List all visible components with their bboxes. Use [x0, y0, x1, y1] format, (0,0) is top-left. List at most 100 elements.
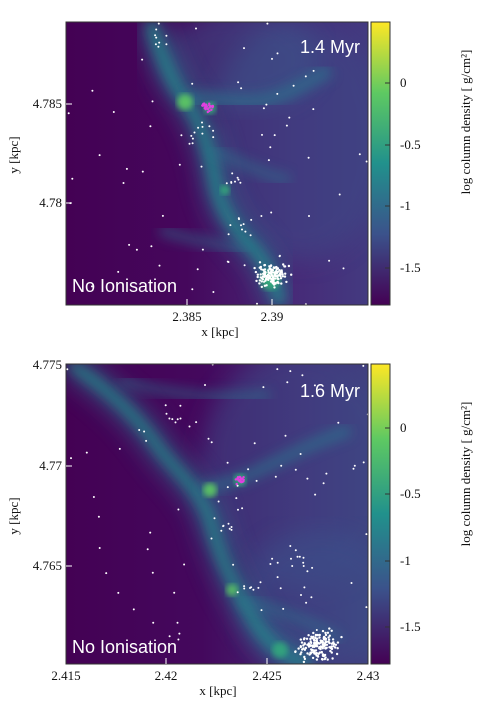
star-particle — [272, 271, 276, 274]
star-particle — [312, 69, 315, 72]
star-particle — [321, 643, 325, 646]
star-particle — [157, 22, 160, 25]
star-particle — [161, 214, 164, 217]
star-particle — [256, 273, 259, 276]
star-particle — [112, 111, 115, 113]
star-particle — [201, 125, 204, 128]
star-particle — [321, 629, 325, 633]
star-particle — [117, 270, 120, 273]
star-particle — [212, 136, 215, 139]
star-particle — [281, 275, 285, 278]
star-particle — [151, 100, 154, 103]
star-particle — [262, 275, 265, 278]
star-particle — [188, 425, 191, 428]
panel-bottom: 4.775 4.77 4.765 2.415 2.42 2.425 2.43 x… — [6, 357, 473, 698]
star-particle — [260, 609, 263, 612]
star-particle — [270, 270, 273, 273]
colorbar-label: log column density [ g/cm²] — [458, 402, 473, 547]
star-particle — [298, 555, 301, 558]
star-particle — [328, 641, 331, 645]
star-particle — [252, 588, 255, 591]
star-particle — [288, 116, 291, 119]
star-particle — [254, 270, 258, 274]
star-particle — [230, 181, 233, 183]
star-particle — [330, 645, 333, 648]
colorbar-tick-label: -1 — [400, 553, 411, 568]
star-particle — [212, 291, 215, 293]
star-particle — [276, 92, 279, 95]
star-particle — [316, 655, 320, 658]
star-particle — [287, 264, 291, 268]
star-particle — [157, 45, 160, 48]
star-particle — [128, 243, 131, 246]
star-particle — [313, 645, 316, 648]
star-particle — [336, 641, 340, 644]
star-particle — [301, 648, 304, 651]
y-tick-label: 4.77 — [39, 458, 62, 473]
star-particle — [176, 621, 179, 624]
x-tick-label: 2.39 — [261, 309, 284, 324]
star-particle — [71, 177, 74, 180]
star-particle — [342, 267, 345, 270]
star-particle — [277, 274, 280, 277]
colorbar-tick-label: -1.5 — [400, 619, 421, 634]
star-particle — [318, 646, 322, 649]
plot-frame-bottom — [65, 363, 369, 665]
star-particle — [217, 500, 220, 503]
star-particle — [180, 134, 183, 137]
star-particle — [242, 476, 245, 479]
time-label: 1.4 Myr — [300, 37, 360, 57]
star-particle — [309, 652, 312, 655]
star-particle — [315, 629, 318, 631]
star-particle — [178, 632, 181, 635]
star-particle — [314, 493, 317, 496]
star-particle — [331, 638, 335, 641]
star-particle — [200, 165, 203, 168]
star-particle — [280, 464, 283, 467]
star-particle — [289, 370, 292, 373]
star-particle — [309, 637, 312, 641]
star-particle — [122, 182, 125, 184]
star-particle — [271, 57, 273, 60]
star-particle — [138, 429, 141, 431]
star-particle — [270, 274, 274, 277]
star-particle — [259, 581, 262, 584]
star-particle — [294, 468, 297, 471]
star-particle — [273, 273, 276, 276]
star-particle — [270, 211, 273, 214]
star-particle — [229, 224, 232, 227]
star-particle — [191, 137, 194, 140]
star-particle — [213, 517, 216, 520]
star-particle — [250, 218, 253, 221]
star-particle — [253, 266, 256, 270]
star-particle — [300, 594, 302, 596]
star-particle — [256, 275, 259, 279]
star-particle — [312, 108, 315, 111]
star-particle — [236, 477, 239, 480]
star-particle — [310, 641, 313, 645]
star-particle — [273, 286, 276, 289]
star-particle — [188, 142, 191, 145]
star-particle — [149, 531, 152, 534]
star-particle — [191, 142, 194, 145]
star-particle — [258, 261, 262, 264]
star-particle — [265, 278, 268, 281]
star-particle — [92, 496, 95, 498]
star-particle — [314, 636, 317, 640]
star-particle — [263, 264, 266, 267]
star-particle — [340, 635, 343, 639]
star-particle — [323, 653, 327, 657]
star-particle — [292, 84, 295, 87]
star-particle — [290, 557, 292, 560]
star-particle — [328, 627, 331, 630]
star-particle — [207, 437, 210, 440]
star-particle — [236, 591, 239, 594]
star-particle — [264, 274, 268, 278]
star-particle — [328, 259, 331, 262]
star-particle — [267, 269, 270, 272]
star-particle — [328, 634, 331, 637]
star-particle — [236, 176, 239, 179]
star-particle — [70, 457, 72, 460]
star-particle — [243, 264, 246, 267]
